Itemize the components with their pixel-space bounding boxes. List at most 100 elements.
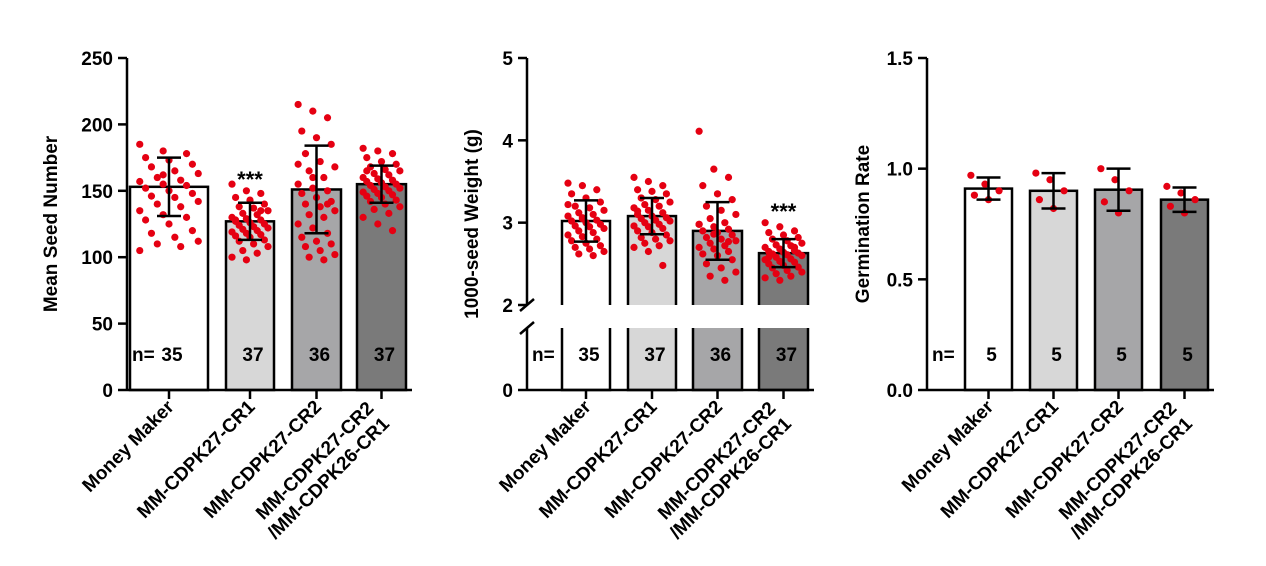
- data-point: [177, 203, 185, 211]
- n-count-label: 5: [1182, 345, 1193, 366]
- data-point: [142, 154, 150, 162]
- data-point: [250, 204, 258, 212]
- data-point: [702, 233, 711, 242]
- data-point: [1035, 196, 1043, 204]
- data-point: [194, 237, 202, 245]
- chart-panel-1: *** 0 50 100 150 200 250 Mean Seed Number n= 35 37…: [41, 49, 412, 543]
- data-point: [305, 253, 313, 261]
- data-point: [776, 223, 784, 231]
- data-point: [392, 160, 400, 168]
- data-point: [316, 157, 324, 166]
- n-count-label: 36: [309, 345, 330, 366]
- data-point: [239, 209, 247, 217]
- data-point: [257, 207, 265, 215]
- data-point: [264, 207, 272, 215]
- data-point: [253, 249, 261, 257]
- data-point: [264, 224, 272, 232]
- n-prefix-label: n=: [532, 345, 555, 366]
- data-point: [239, 246, 247, 255]
- data-point: [794, 233, 802, 242]
- data-point: [644, 247, 653, 256]
- n-count-label: 37: [776, 345, 797, 366]
- data-point: [702, 202, 711, 210]
- data-point: [182, 181, 191, 190]
- n-count-label: 35: [578, 345, 600, 366]
- data-point: [312, 237, 321, 245]
- data-point: [659, 261, 667, 270]
- data-point: [724, 238, 733, 246]
- data-point: [312, 134, 321, 142]
- x-tick-label-line: MM-CDPK27-CR1: [535, 396, 661, 522]
- data-point: [396, 184, 404, 192]
- data-point: [363, 154, 371, 162]
- data-point: [153, 200, 161, 208]
- data-point: [710, 165, 718, 173]
- data-point: [659, 209, 667, 217]
- data-point: [721, 276, 729, 284]
- data-point: [571, 202, 579, 210]
- data-point: [136, 207, 144, 215]
- data-point: [634, 227, 642, 235]
- data-point: [600, 224, 608, 233]
- data-point: [182, 213, 191, 221]
- data-point: [301, 150, 310, 158]
- data-point: [568, 217, 576, 225]
- data-point: [301, 200, 310, 208]
- data-point: [147, 163, 156, 171]
- data-point: [377, 157, 386, 166]
- data-point: [257, 189, 265, 198]
- data-point: [294, 180, 302, 188]
- data-point: [260, 236, 268, 244]
- data-point: [165, 220, 173, 228]
- data-point: [728, 256, 736, 264]
- data-point: [232, 193, 240, 202]
- data-point: [586, 223, 594, 231]
- data-point: [568, 237, 576, 245]
- data-point: [589, 228, 597, 237]
- data-point: [305, 211, 313, 219]
- data-point: [1177, 189, 1185, 197]
- y-axis-label: Germination Rate: [853, 145, 874, 303]
- data-point: [242, 187, 250, 195]
- data-point: [970, 191, 979, 199]
- data-point: [779, 231, 788, 239]
- data-point: [578, 182, 587, 190]
- data-point: [188, 160, 196, 168]
- n-count-label: 37: [644, 345, 665, 366]
- data-point: [136, 140, 144, 148]
- y-tick-label: 5: [502, 49, 513, 70]
- y-tick-label: 0: [502, 381, 513, 402]
- data-point: [188, 189, 196, 198]
- data-point: [396, 203, 404, 211]
- data-point: [257, 231, 265, 239]
- data-point: [568, 190, 576, 198]
- data-point: [232, 216, 240, 224]
- data-point: [666, 198, 674, 206]
- data-point: [790, 243, 799, 251]
- data-point: [765, 228, 773, 237]
- data-point: [370, 169, 378, 178]
- n-count-label: 37: [374, 345, 395, 366]
- data-point: [1125, 187, 1133, 195]
- data-point: [787, 272, 795, 280]
- data-point: [695, 243, 703, 251]
- data-point: [381, 165, 389, 174]
- data-point: [396, 167, 404, 175]
- data-point: [177, 176, 185, 184]
- y-tick-label: 100: [81, 248, 113, 269]
- data-point: [323, 114, 332, 122]
- data-point: [710, 245, 718, 253]
- x-tick-label: MM-CDPK27-CR2/MM-CDPK26-CR1: [650, 398, 796, 544]
- y-tick-label: 0.5: [887, 270, 914, 291]
- data-point: [320, 173, 328, 182]
- axis-break-gap: [525, 305, 818, 328]
- data-point: [1166, 202, 1174, 210]
- data-point: [644, 206, 653, 214]
- data-point: [232, 232, 240, 240]
- data-point: [1046, 176, 1054, 184]
- data-point: [142, 184, 150, 192]
- data-point: [298, 127, 306, 135]
- data-point: [147, 192, 156, 200]
- data-point: [571, 243, 579, 251]
